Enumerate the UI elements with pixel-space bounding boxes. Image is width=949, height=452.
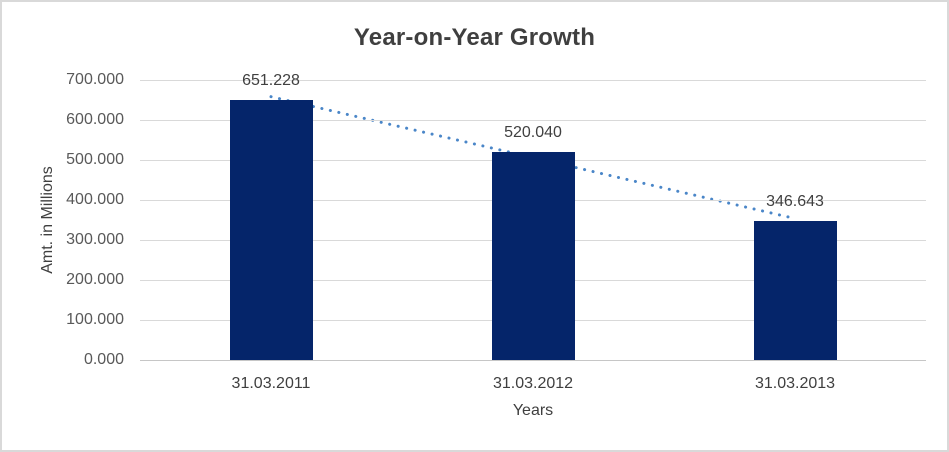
y-tick-label: 200.000 bbox=[66, 271, 124, 288]
chart-title: Year-on-Year Growth bbox=[353, 24, 596, 51]
bar bbox=[491, 151, 575, 360]
y-tick-label: 100.000 bbox=[66, 311, 124, 328]
bar-data-label: 651.228 bbox=[242, 71, 300, 89]
x-axis-title: Years bbox=[512, 402, 554, 419]
y-tick-label: 500.000 bbox=[66, 151, 124, 168]
y-tick-label: 300.000 bbox=[66, 231, 124, 248]
plot-area: 651.228 520.040 346.643 bbox=[140, 72, 926, 361]
bar bbox=[753, 221, 837, 360]
x-tick-label: 31.03.2013 bbox=[754, 375, 836, 392]
y-tick-label: 700.000 bbox=[66, 71, 124, 88]
x-tick-label: 31.03.2011 bbox=[231, 375, 311, 392]
bar-data-label: 346.643 bbox=[766, 193, 824, 211]
x-axis-line bbox=[140, 360, 926, 361]
y-tick-label: 600.000 bbox=[66, 111, 124, 128]
y-tick-label: 0.000 bbox=[83, 351, 124, 368]
gridline bbox=[140, 80, 926, 81]
bar bbox=[229, 99, 313, 360]
gridline bbox=[140, 120, 926, 121]
y-tick-label: 400.000 bbox=[66, 191, 124, 208]
y-axis-title: Amt. in Millions bbox=[39, 166, 56, 274]
bar-data-label: 520.040 bbox=[504, 123, 562, 141]
x-tick-label: 31.03.2012 bbox=[492, 375, 574, 392]
